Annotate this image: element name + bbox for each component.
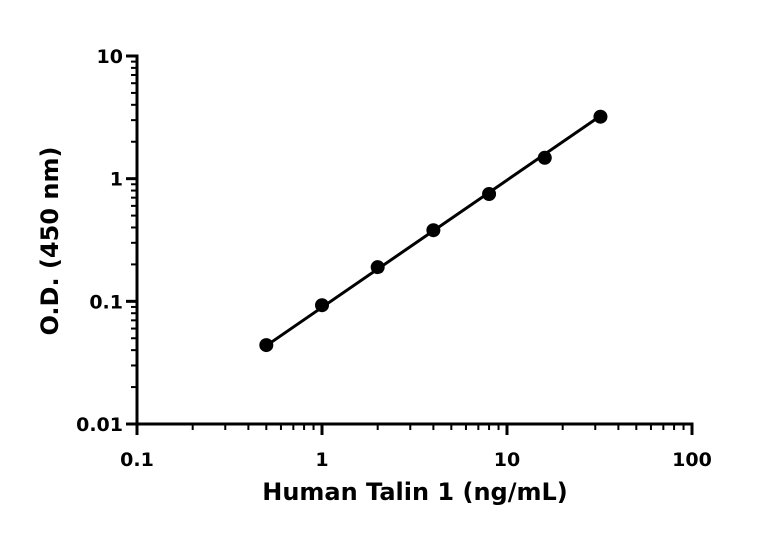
x-tick-label: 1 xyxy=(315,449,328,471)
y-tick-label: 10 xyxy=(97,46,123,68)
x-tick-label: 10 xyxy=(494,449,520,471)
data-point xyxy=(537,150,552,165)
data-point xyxy=(482,186,497,201)
data-point xyxy=(315,298,329,313)
x-tick-label: 100 xyxy=(672,449,712,471)
data-point xyxy=(370,260,385,275)
y-tick-label: 1 xyxy=(110,169,123,191)
y-tick-label: 0.1 xyxy=(89,291,123,313)
series-layer xyxy=(259,109,608,353)
x-tick-label: 0.1 xyxy=(120,449,154,471)
y-axis: 0.01 0.1 1 10 xyxy=(76,46,139,436)
data-point xyxy=(426,223,441,238)
y-axis-title: O.D. (450 nm) xyxy=(36,147,64,336)
y-tick-label: 0.01 xyxy=(76,414,123,436)
data-point xyxy=(259,338,274,353)
data-point xyxy=(593,109,608,124)
x-axis-title: Human Talin 1 (ng/mL) xyxy=(262,478,568,506)
x-axis: 0.1 1 10 100 xyxy=(120,422,712,471)
